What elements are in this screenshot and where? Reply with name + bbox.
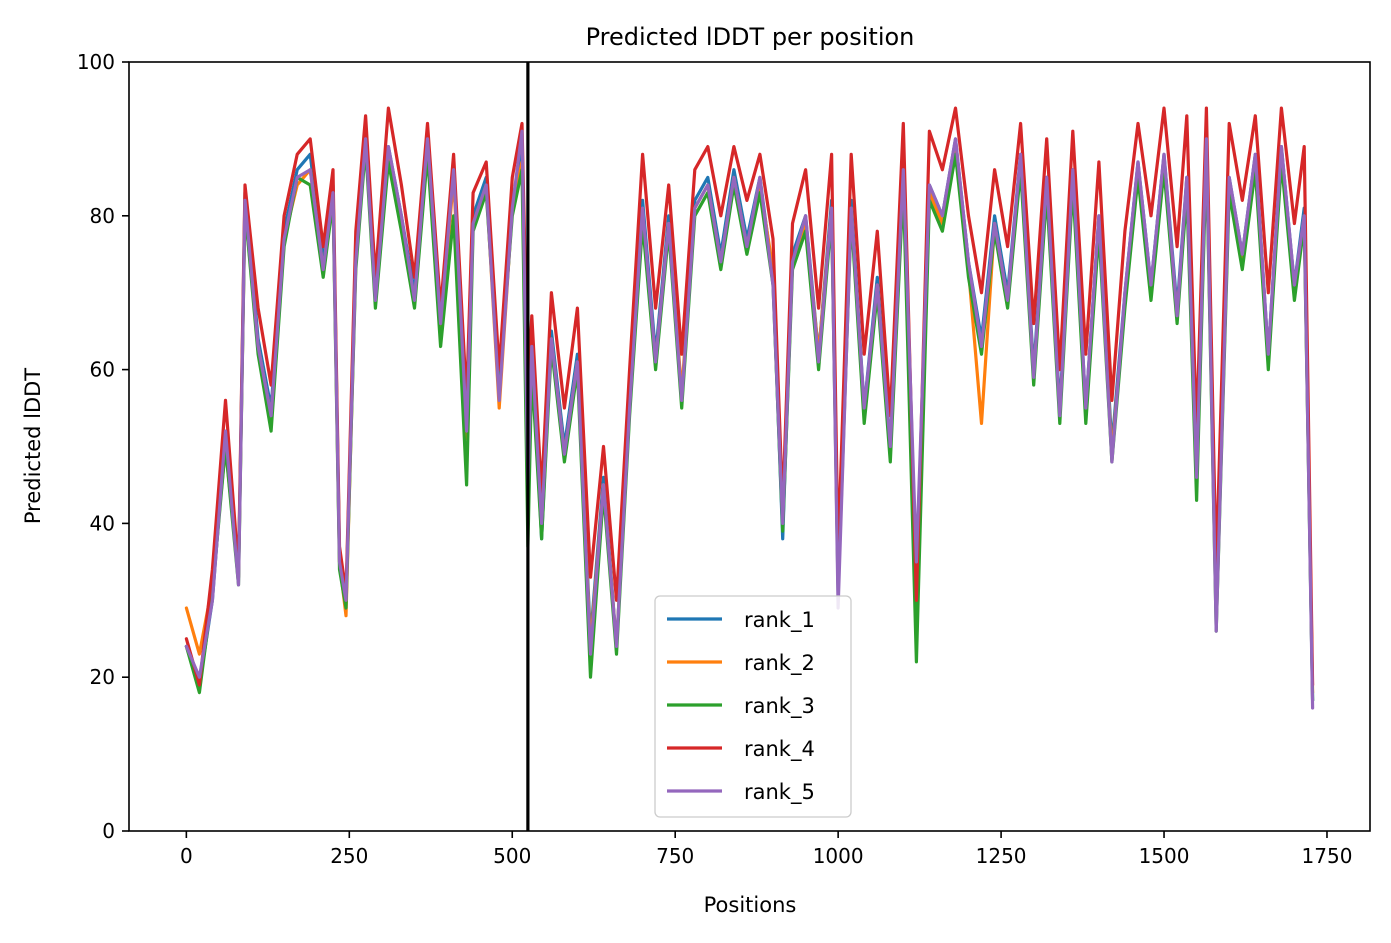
series-line-rank-5: [184, 129, 1315, 710]
y-tick-label: 60: [90, 358, 115, 382]
y-tick-label: 0: [102, 819, 115, 843]
y-axis: 0 20 40 60 80 100: [77, 50, 129, 843]
x-tick-label: 1750: [1302, 844, 1353, 868]
series-layer: [184, 106, 1315, 710]
legend-label-rank-4: rank_4: [744, 737, 815, 762]
legend-label-rank-5: rank_5: [744, 780, 815, 805]
x-tick-label: 1500: [1139, 844, 1190, 868]
x-tick-label: 500: [493, 844, 531, 868]
legend: rank_1 rank_2 rank_3 rank_4 rank_5: [654, 595, 852, 818]
y-tick-label: 20: [90, 665, 115, 689]
x-tick-label: 1000: [813, 844, 864, 868]
x-tick-label: 0: [180, 844, 193, 868]
x-tick-label: 750: [656, 844, 694, 868]
plot-frame: [128, 61, 1371, 832]
legend-label-rank-1: rank_1: [744, 608, 815, 633]
chart-title: Predicted lDDT per position: [586, 23, 915, 51]
legend-label-rank-3: rank_3: [744, 694, 815, 719]
legend-box: [654, 595, 852, 818]
x-tick-label: 250: [330, 844, 368, 868]
x-axis-label: Positions: [704, 893, 797, 917]
x-tick-label: 1250: [976, 844, 1027, 868]
y-tick-label: 100: [77, 50, 115, 74]
x-axis: 0 250 500 750 1000 1250 1500 1750: [180, 831, 1352, 868]
y-tick-label: 40: [90, 511, 115, 535]
series-line-rank-4: [184, 106, 1315, 687]
legend-entries: rank_1 rank_2 rank_3 rank_4 rank_5: [667, 608, 815, 805]
y-axis-label: Predicted lDDT: [21, 368, 45, 524]
legend-label-rank-2: rank_2: [744, 651, 815, 676]
y-tick-label: 80: [90, 204, 115, 228]
